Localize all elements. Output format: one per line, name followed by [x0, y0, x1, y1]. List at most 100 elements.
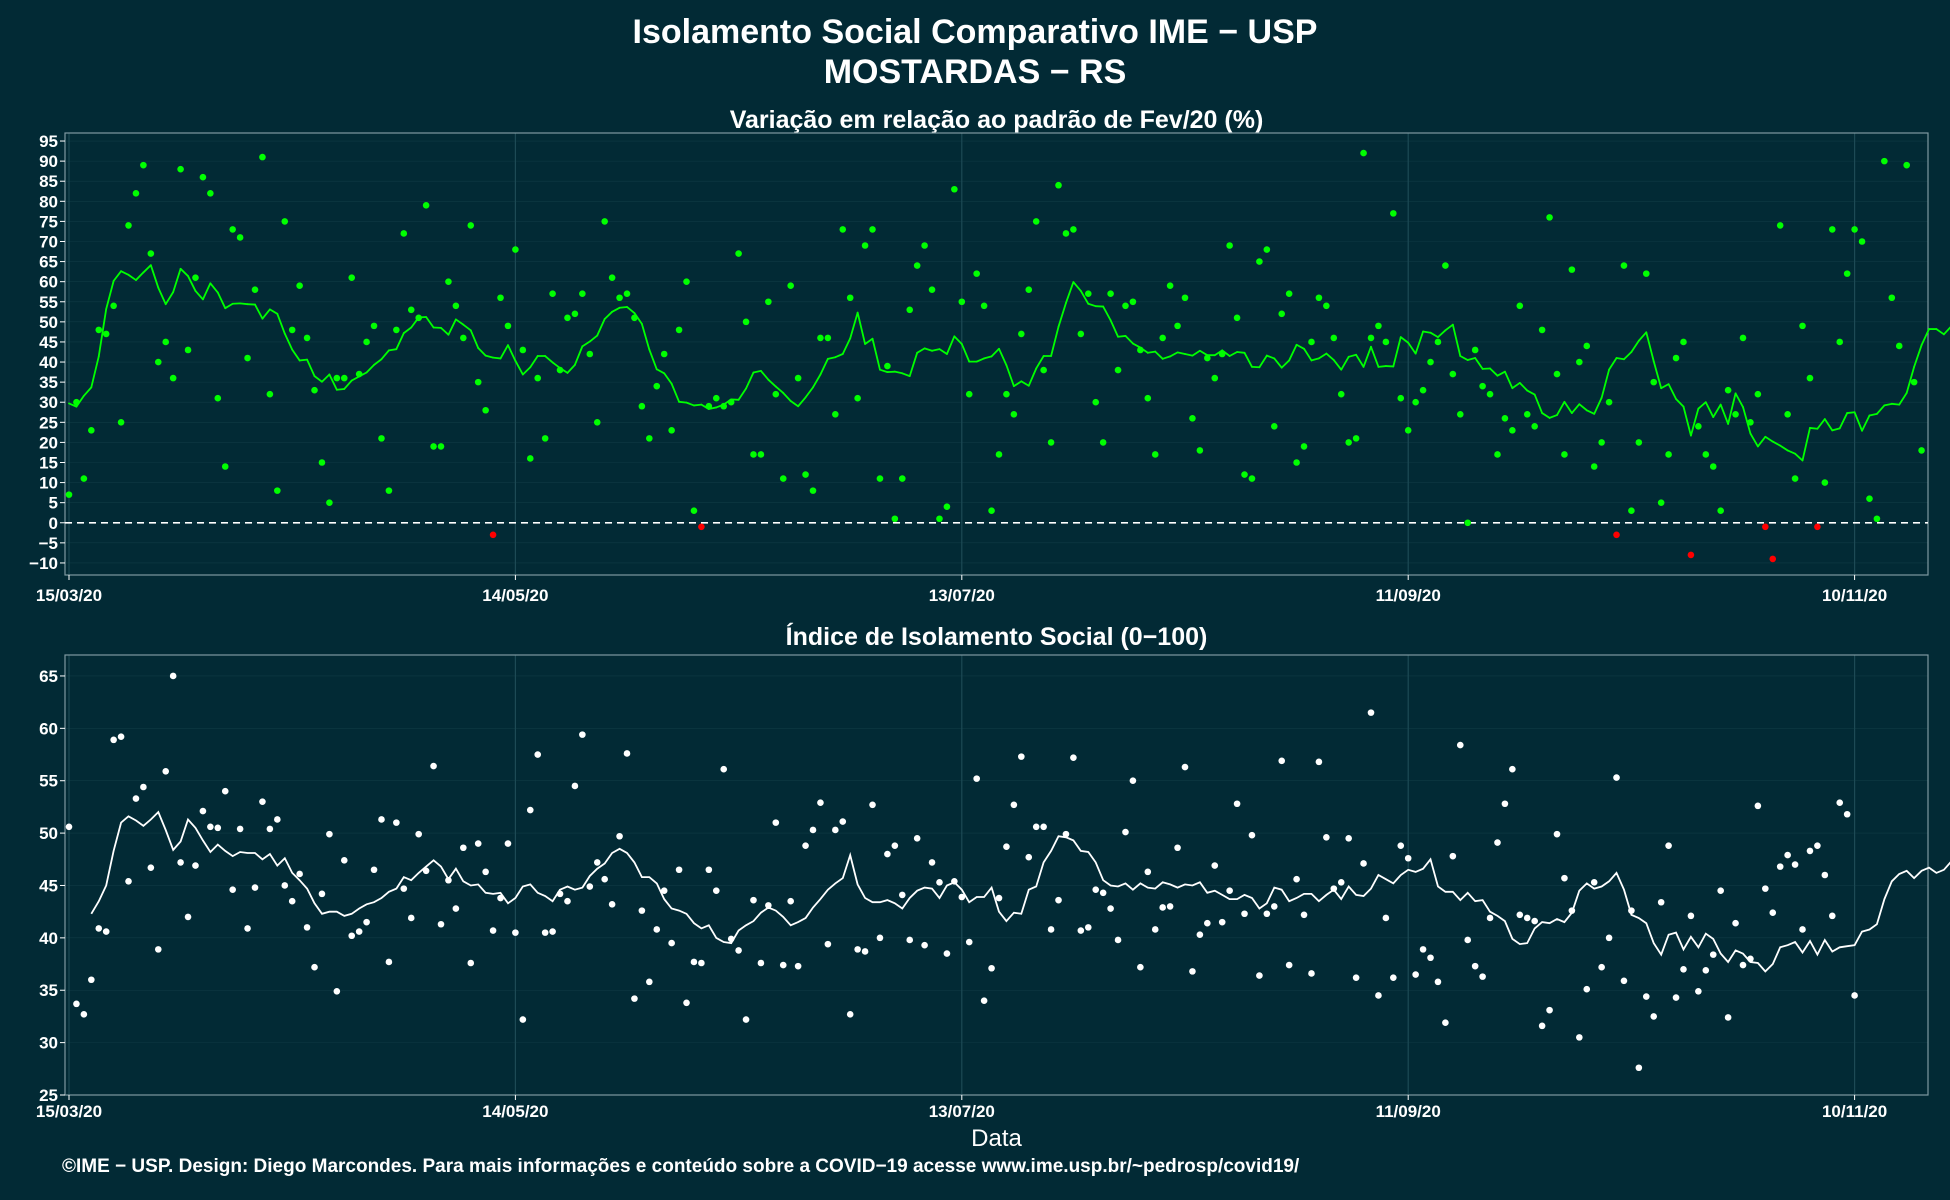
- data-point: [1062, 230, 1070, 237]
- data-point: [1762, 885, 1769, 892]
- data-point: [951, 877, 958, 885]
- data-point: [891, 842, 899, 849]
- data-point: [1256, 972, 1263, 979]
- data-point: [928, 286, 936, 294]
- data-point: [236, 234, 244, 241]
- data-point: [1204, 919, 1211, 927]
- data-point: [1099, 439, 1107, 446]
- data-point: [407, 914, 415, 922]
- data-point: [363, 918, 370, 926]
- data-point: [1769, 555, 1777, 563]
- data-point: [1032, 218, 1040, 225]
- data-point: [1464, 519, 1472, 527]
- data-point: [1300, 443, 1308, 450]
- data-point: [288, 897, 296, 905]
- y-tick-label: 40: [39, 929, 58, 948]
- data-point: [549, 928, 556, 935]
- data-point: [296, 282, 303, 289]
- data-point: [147, 250, 155, 257]
- data-point: [281, 218, 289, 225]
- data-point: [154, 358, 162, 366]
- data-point: [251, 884, 259, 891]
- trend-line-segment: [1764, 435, 1774, 443]
- data-point: [973, 270, 980, 277]
- trend-line-segment: [135, 271, 145, 281]
- data-point: [1479, 382, 1486, 390]
- trend-line-segment: [931, 348, 941, 352]
- data-point: [1077, 330, 1085, 338]
- trend-line-segment: [655, 368, 666, 375]
- data-point: [1657, 499, 1665, 506]
- data-point: [646, 435, 653, 442]
- data-point: [727, 935, 735, 943]
- data-point: [1189, 414, 1196, 422]
- data-point: [1672, 994, 1680, 1001]
- data-point: [474, 378, 482, 386]
- data-point: [1323, 302, 1330, 310]
- data-point: [1613, 531, 1620, 539]
- data-point: [1494, 839, 1501, 846]
- trend-line-segment: [484, 354, 494, 359]
- trend-line-segment: [544, 355, 554, 364]
- trend-line-segment: [507, 344, 517, 362]
- data-point: [1471, 962, 1479, 970]
- data-point: [1680, 338, 1687, 346]
- data-point: [690, 958, 698, 966]
- data-point: [1337, 879, 1345, 886]
- data-point: [712, 887, 720, 895]
- data-point: [1918, 447, 1925, 454]
- trend-line-segment: [335, 388, 346, 391]
- data-point: [660, 350, 668, 358]
- trend-line-segment: [1920, 328, 1930, 347]
- trend-line-segment: [1533, 393, 1544, 414]
- data-point: [1501, 800, 1509, 808]
- trend-line-segment: [97, 308, 108, 358]
- data-point: [1546, 214, 1553, 221]
- data-point: [772, 819, 780, 826]
- data-point: [1717, 887, 1724, 895]
- data-point: [1456, 741, 1464, 749]
- trend-line-segment: [1124, 335, 1134, 345]
- data-point: [965, 938, 973, 946]
- data-point: [1375, 322, 1382, 330]
- trend-line-segment: [1786, 449, 1796, 455]
- data-point: [794, 962, 802, 970]
- data-point: [110, 302, 117, 310]
- trend-line-segment: [1451, 323, 1462, 357]
- data-point: [482, 868, 489, 876]
- data-point: [1159, 904, 1166, 911]
- data-point: [132, 795, 140, 802]
- data-point: [340, 374, 348, 382]
- trend-line-segment: [1563, 400, 1573, 414]
- trend-line-segment: [797, 396, 807, 408]
- data-point: [1486, 914, 1494, 922]
- data-point: [854, 394, 861, 402]
- trend-line-segment: [1734, 392, 1744, 408]
- data-point: [1821, 479, 1829, 486]
- trend-line-segment: [1258, 354, 1268, 369]
- data-point: [73, 398, 80, 406]
- data-point: [162, 767, 170, 775]
- trend-line-segment: [1057, 302, 1067, 328]
- data-point: [393, 326, 400, 334]
- data-point: [1695, 987, 1702, 995]
- data-point: [608, 901, 616, 908]
- data-point: [787, 282, 794, 289]
- data-point: [80, 475, 88, 482]
- trend-line-segment: [893, 370, 904, 375]
- data-point: [1806, 374, 1814, 382]
- data-point: [474, 840, 482, 847]
- trend-line-segment: [425, 316, 435, 329]
- y-tick-label: 55: [39, 293, 58, 312]
- data-point: [906, 936, 914, 944]
- data-point: [207, 823, 214, 831]
- trend-line-segment: [1660, 383, 1670, 390]
- data-point: [1739, 961, 1747, 969]
- trend-line-segment: [1370, 345, 1380, 368]
- data-point: [698, 959, 705, 967]
- data-point: [727, 398, 735, 406]
- data-point: [1613, 774, 1620, 781]
- data-point: [1174, 844, 1181, 852]
- data-point: [586, 350, 594, 358]
- data-point: [1114, 366, 1122, 374]
